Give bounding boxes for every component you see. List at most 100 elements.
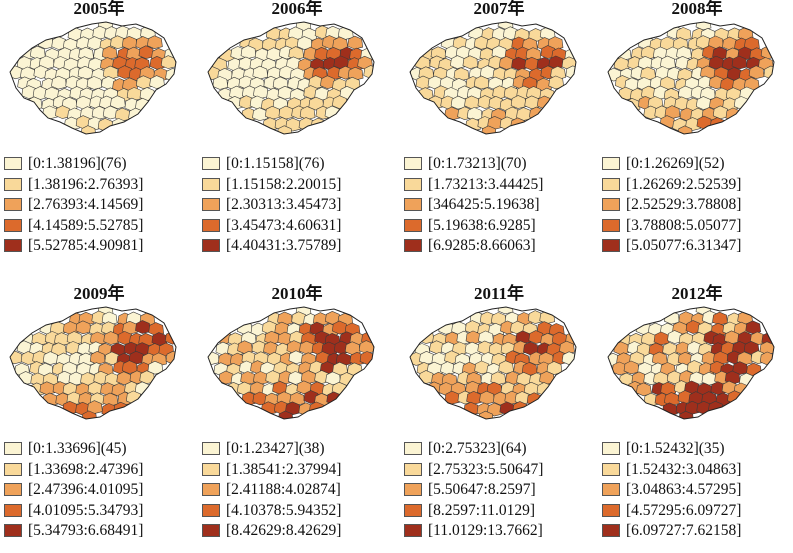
- legend-label: [1.26269:2.52539]: [626, 175, 742, 193]
- legend-label: [3.45473:4.60631]: [226, 216, 342, 234]
- county-region: [344, 341, 361, 356]
- legend: [0:1.73213](70) [1.73213:3.44425] [34642…: [404, 155, 594, 258]
- county-region: [165, 350, 176, 365]
- legend-item: [8.42629:8.42629]: [202, 522, 392, 543]
- county-region: [101, 311, 118, 326]
- county-region: [613, 57, 630, 71]
- legend-item: [4.10378:5.94352]: [202, 502, 392, 523]
- legend-item: [5.50647:8.2597]: [404, 481, 594, 502]
- map-panel-2008: 2008年 [0:1.26269](52) [1.26269:2.52539] …: [602, 0, 792, 268]
- county-region: [288, 46, 305, 60]
- legend-item: [6.9285:8.66063]: [404, 237, 594, 258]
- county-region: [101, 45, 118, 60]
- county-region: [89, 331, 106, 346]
- legend-swatch: [4, 218, 22, 232]
- county-region: [39, 381, 56, 396]
- county-region: [539, 310, 556, 325]
- county-region: [277, 311, 293, 326]
- choropleth-map: [409, 306, 577, 420]
- legend-swatch: [404, 483, 422, 497]
- legend-label: [1.38196:2.76393]: [28, 175, 144, 193]
- panel-title: 2006年: [271, 0, 323, 18]
- county-region: [102, 65, 119, 80]
- county-region: [481, 125, 497, 134]
- legend-label: [8.2597:11.0129]: [428, 501, 536, 519]
- legend-label: [2.41188:4.02874]: [226, 481, 341, 499]
- legend-label: [3.04863:4.57295]: [626, 481, 742, 499]
- legend-label: [4.01095:5.34793]: [28, 501, 144, 519]
- legend-swatch: [4, 157, 22, 170]
- county-region: [160, 55, 176, 69]
- county-region: [675, 27, 692, 41]
- legend-swatch: [404, 462, 422, 476]
- legend-label: [1.15158:2.20015]: [226, 175, 342, 193]
- legend-label: [1.52432:3.04863]: [626, 460, 742, 478]
- legend-label: [0:2.75323](64): [428, 440, 527, 457]
- legend-item: [0:2.75323](64): [404, 440, 594, 461]
- legend-swatch: [404, 524, 422, 538]
- legend-label: [2.75323:5.50647]: [428, 460, 544, 478]
- county-region: [89, 322, 105, 337]
- legend-label: [0:1.38196](76): [28, 155, 127, 172]
- county-region: [660, 55, 676, 70]
- county-region: [745, 320, 762, 335]
- county-region: [678, 410, 695, 419]
- choropleth-map: [9, 306, 177, 420]
- county-region: [550, 66, 566, 80]
- legend-swatch: [202, 239, 220, 253]
- legend-label: [2.52529:3.78808]: [626, 196, 742, 214]
- county-region: [463, 401, 480, 416]
- legend-swatch: [404, 157, 422, 170]
- legend-item: [2.41188:4.02874]: [202, 481, 392, 502]
- map-panel-2012: 2012年 [0:1.52432](35) [1.52432:3.04863] …: [602, 285, 792, 553]
- legend-label: [5.19638:6.9285]: [428, 216, 536, 234]
- legend-swatch: [602, 524, 620, 538]
- legend-swatch: [4, 177, 22, 191]
- county-region: [80, 125, 97, 134]
- county-region: [208, 351, 220, 365]
- legend: [0:1.38196](76) [1.38196:2.76393] [2.763…: [4, 155, 194, 258]
- legend-swatch: [202, 462, 220, 476]
- legend-swatch: [4, 198, 22, 212]
- legend-swatch: [602, 157, 620, 170]
- county-region: [37, 35, 54, 50]
- county-region: [698, 362, 715, 376]
- legend-label: [2.47396:4.01095]: [28, 481, 144, 499]
- legend-item: [0:1.52432](35): [602, 440, 792, 461]
- county-region: [748, 65, 765, 80]
- legend-swatch: [4, 462, 22, 476]
- legend-item: [3.45473:4.60631]: [202, 217, 392, 238]
- legend-label: [4.40431:3.75789]: [226, 237, 342, 255]
- legend-label: [2.30313:3.45473]: [226, 196, 342, 214]
- county-region: [300, 370, 317, 384]
- county-region: [363, 65, 374, 79]
- county-region: [62, 321, 79, 335]
- legend-label: [0:1.52432](35): [626, 440, 725, 457]
- county-region: [253, 371, 269, 385]
- county-region: [497, 22, 514, 30]
- legend-item: [1.15158:2.20015]: [202, 176, 392, 197]
- county-region: [565, 65, 576, 80]
- legend-item: [1.38196:2.76393]: [4, 176, 194, 197]
- legend-item: [0:1.26269](52): [602, 155, 792, 176]
- county-region: [464, 341, 481, 356]
- county-region: [347, 66, 364, 81]
- legend: [0:2.75323](64) [2.75323:5.50647] [5.506…: [404, 440, 594, 543]
- county-region: [660, 381, 677, 396]
- legend-item: [5.34793:6.68491]: [4, 522, 194, 543]
- legend-label: [5.52785:4.90981]: [28, 237, 144, 255]
- map-panel-2011: 2011年 [0:2.75323](64) [2.75323:5.50647] …: [404, 285, 594, 553]
- legend-label: [5.50647:8.2597]: [428, 481, 536, 499]
- legend-label: [0:1.73213](70): [428, 155, 527, 172]
- legend-swatch: [202, 524, 220, 538]
- legend-label: [5.05077:6.31347]: [626, 237, 742, 255]
- county-region: [78, 46, 94, 61]
- panel-title: 2011年: [473, 284, 525, 303]
- county-region: [103, 331, 120, 345]
- legend-swatch: [404, 239, 422, 253]
- legend-label: [1.33698:2.47396]: [28, 460, 144, 478]
- legend-item: [6.09727:7.62158]: [602, 522, 792, 543]
- choropleth-map: [207, 306, 375, 420]
- legend-item: [11.0129:13.7662]: [404, 522, 594, 543]
- county-region: [613, 341, 630, 356]
